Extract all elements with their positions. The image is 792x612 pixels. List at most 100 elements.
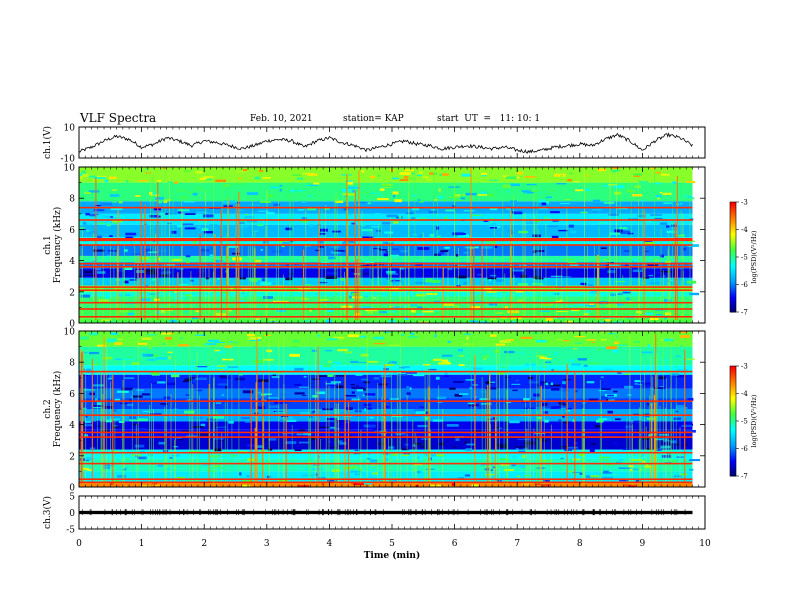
narrowband-line [79, 238, 693, 240]
spectral-cell [415, 411, 426, 414]
spectral-cell [105, 295, 111, 299]
spectral-cell [488, 179, 500, 181]
spectral-cell [84, 270, 93, 274]
spectral-cell [240, 225, 250, 228]
spectral-cell [521, 190, 534, 193]
spectral-cell [463, 281, 467, 285]
spectral-cell [524, 176, 536, 178]
spectral-cell [622, 433, 629, 436]
spectral-cell [344, 394, 356, 397]
spectral-cell [104, 287, 113, 290]
spectral-cell [619, 344, 628, 346]
spectral-cell [333, 336, 345, 339]
spectral-cell [359, 335, 366, 338]
spectral-cell [534, 300, 546, 302]
sferic-streak [644, 258, 646, 320]
sferic-streak [655, 333, 657, 484]
spectral-cell [294, 367, 304, 371]
spectral-cell [257, 223, 264, 227]
spectral-cell [343, 240, 355, 244]
spectral-cell [362, 236, 374, 239]
spectral-cell [663, 338, 674, 342]
spectral-cell [265, 445, 271, 447]
sferic-streak [213, 377, 214, 484]
colorbar-cell [730, 471, 736, 475]
spectral-cell [107, 339, 116, 343]
spectral-cell [445, 429, 451, 431]
spectral-cell [330, 361, 340, 363]
spectral-cell [379, 311, 388, 314]
sferic-streak [268, 341, 270, 484]
spectral-cell [148, 293, 157, 295]
spectral-cell [686, 181, 696, 183]
spectral-cell [573, 441, 578, 445]
spectral-cell [565, 409, 571, 412]
spectral-cell [559, 299, 563, 302]
spectral-cell [689, 459, 701, 462]
spectral-cell [100, 429, 109, 432]
spectral-cell [556, 317, 565, 319]
spectral-cell [628, 465, 634, 468]
spectral-cell [332, 391, 336, 394]
spectral-cell [346, 181, 353, 185]
spectral-cell [158, 201, 162, 204]
spectral-cell [559, 403, 566, 406]
spectral-cell [488, 363, 496, 365]
spectral-cell [225, 385, 228, 389]
spectral-cell [304, 468, 308, 470]
spectral-cell [455, 254, 459, 257]
spectral-cell [676, 234, 686, 237]
spectral-cell [650, 282, 660, 284]
spectral-cell [367, 424, 376, 428]
spectral-cell [314, 305, 321, 307]
spectral-cell [147, 334, 157, 336]
spectral-cell [238, 209, 244, 212]
spectral-cell [477, 273, 483, 276]
spectral-cell [444, 372, 448, 375]
spectral-cell [428, 368, 437, 371]
spectral-cell [404, 317, 410, 320]
spectral-cell [386, 273, 398, 275]
spectral-cell [568, 470, 573, 473]
sferic-streak [433, 172, 435, 320]
spectral-cell [351, 391, 355, 394]
spectral-cell [432, 419, 443, 422]
spectral-cell [539, 356, 547, 360]
spectral-cell [253, 346, 258, 349]
sferic-streak [216, 410, 218, 484]
sferic-streak [388, 437, 389, 484]
spectral-cell [323, 301, 330, 303]
spectral-cell [384, 263, 390, 267]
x-tick-label: 10 [699, 539, 711, 549]
spectral-cell [298, 441, 309, 444]
sferic-streak [224, 402, 226, 484]
spectral-cell [662, 178, 673, 181]
sferic-streak [538, 229, 540, 320]
spectral-band [79, 285, 693, 292]
sferic-streak [454, 175, 455, 320]
spectral-cell [164, 336, 173, 340]
spectral-cell [315, 293, 318, 296]
sferic-streak [527, 408, 529, 484]
spectral-cell [129, 278, 137, 281]
spectral-cell [437, 235, 441, 239]
spectral-cell [256, 318, 260, 320]
sferic-streak [481, 241, 483, 320]
spectral-cell [677, 356, 680, 360]
spectral-cell [178, 344, 189, 347]
spectral-cell [322, 437, 333, 440]
sferic-streak [79, 174, 81, 320]
colorbar-cell [730, 287, 736, 291]
spectral-cell [517, 299, 523, 303]
sferic-streak [358, 396, 359, 484]
sferic-streak [103, 337, 105, 484]
spectral-cell [517, 438, 530, 441]
spectral-cell [464, 474, 470, 477]
spectral-cell [418, 200, 424, 203]
spectral-cell [151, 372, 160, 375]
spectral-cell [601, 388, 611, 390]
spectral-cell [370, 192, 380, 194]
spectral-cell [651, 167, 655, 170]
spectral-cell [463, 210, 475, 212]
spectral-cell [108, 418, 121, 420]
